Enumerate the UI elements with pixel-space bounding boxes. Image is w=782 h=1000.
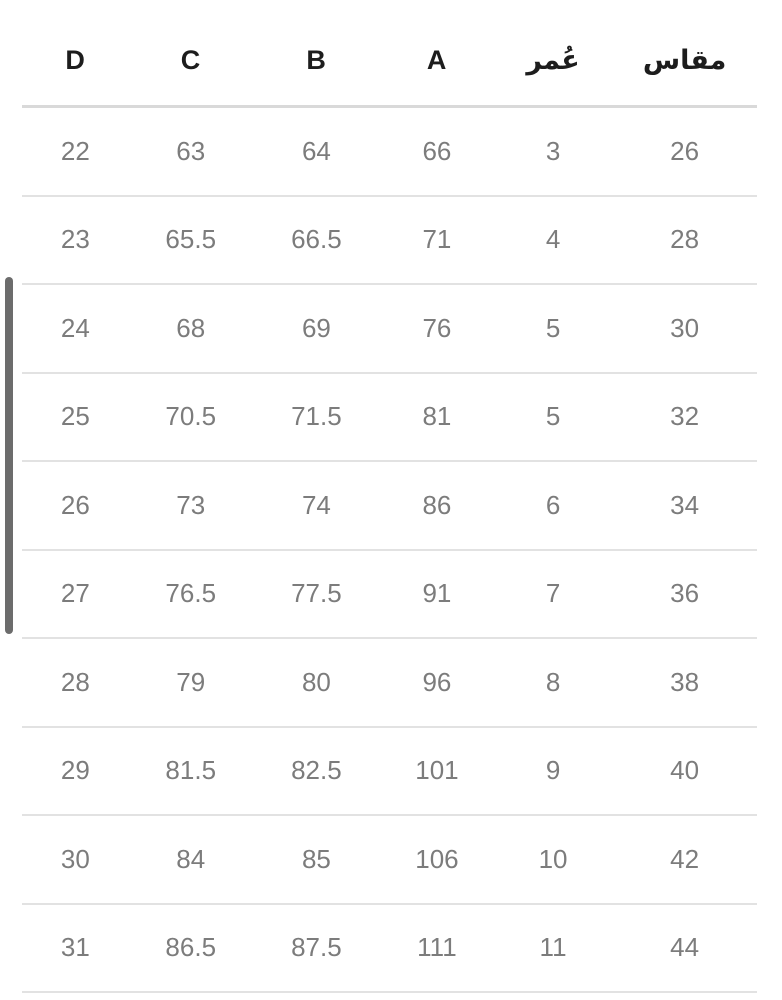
table-row: 28 4 71 66.5 65.5 23 <box>22 197 757 285</box>
cell-size: 38 <box>670 666 700 697</box>
column-header-b: B <box>306 45 327 75</box>
cell-b: 64 <box>301 135 331 166</box>
cell-b: 82.5 <box>291 755 342 786</box>
cell-b: 87.5 <box>291 932 342 963</box>
cell-b: 77.5 <box>291 578 342 609</box>
column-header-a: A <box>426 45 447 75</box>
cell-age: 10 <box>538 843 568 874</box>
cell-c: 68 <box>176 312 206 343</box>
cell-a: 76 <box>422 312 452 343</box>
column-header-age: عُمر <box>526 45 580 75</box>
cell-c: 70.5 <box>165 401 217 432</box>
table-row: 38 8 96 80 79 28 <box>22 639 757 728</box>
cell-c: 81.5 <box>165 755 217 786</box>
table-row: 44 11 111 87.5 86.5 31 <box>22 905 757 993</box>
table-row: 34 6 86 74 73 26 <box>22 462 757 551</box>
cell-a: 91 <box>422 578 452 609</box>
column-header-c: C <box>180 45 201 75</box>
cell-size: 36 <box>670 578 700 609</box>
table-header-row: مقاس عُمر A B C D <box>22 0 757 108</box>
cell-age: 5 <box>545 401 561 432</box>
cell-size: 42 <box>670 843 700 874</box>
cell-age: 8 <box>545 666 561 697</box>
table-row: 30 5 76 69 68 24 <box>22 285 757 374</box>
scrollbar-thumb[interactable] <box>5 277 13 634</box>
cell-c: 63 <box>176 135 206 166</box>
cell-c: 76.5 <box>165 578 217 609</box>
column-header-d: D <box>65 45 86 75</box>
table-row: 26 3 66 64 63 22 <box>22 108 757 197</box>
size-chart-table: مقاس عُمر A B C D 26 3 66 64 63 22 28 4 … <box>22 0 757 993</box>
cell-age: 5 <box>545 312 561 343</box>
cell-a: 96 <box>422 666 452 697</box>
cell-b: 85 <box>301 843 331 874</box>
table-row: 40 9 101 82.5 81.5 29 <box>22 728 757 816</box>
cell-c: 79 <box>176 666 206 697</box>
cell-size: 30 <box>670 312 700 343</box>
cell-b: 80 <box>301 666 331 697</box>
table-row: 36 7 91 77.5 76.5 27 <box>22 551 757 639</box>
cell-d: 29 <box>60 755 90 786</box>
cell-c: 84 <box>176 843 206 874</box>
cell-d: 25 <box>60 401 90 432</box>
cell-b: 66.5 <box>291 224 342 255</box>
cell-d: 27 <box>60 578 90 609</box>
cell-c: 65.5 <box>165 224 217 255</box>
cell-a: 111 <box>417 932 457 963</box>
cell-d: 24 <box>60 312 90 343</box>
cell-a: 101 <box>415 755 459 786</box>
cell-d: 26 <box>60 489 90 520</box>
cell-a: 106 <box>415 843 459 874</box>
cell-a: 86 <box>422 489 452 520</box>
cell-b: 69 <box>301 312 331 343</box>
cell-c: 73 <box>176 489 206 520</box>
cell-a: 71 <box>422 224 452 255</box>
cell-b: 74 <box>301 489 331 520</box>
cell-size: 32 <box>670 401 700 432</box>
column-header-size: مقاس <box>642 45 727 75</box>
table-body: 26 3 66 64 63 22 28 4 71 66.5 65.5 23 30… <box>22 108 757 993</box>
cell-a: 66 <box>422 135 452 166</box>
cell-d: 30 <box>60 843 90 874</box>
cell-age: 11 <box>539 932 567 963</box>
cell-size: 44 <box>670 932 700 963</box>
cell-size: 40 <box>670 755 700 786</box>
cell-b: 71.5 <box>291 401 342 432</box>
cell-size: 28 <box>670 224 700 255</box>
cell-c: 86.5 <box>165 932 217 963</box>
cell-age: 6 <box>545 489 561 520</box>
cell-d: 28 <box>60 666 90 697</box>
cell-age: 7 <box>545 578 561 609</box>
cell-age: 3 <box>545 135 561 166</box>
cell-a: 81 <box>422 401 452 432</box>
cell-age: 9 <box>545 755 561 786</box>
table-row: 32 5 81 71.5 70.5 25 <box>22 374 757 462</box>
cell-size: 26 <box>670 135 700 166</box>
cell-d: 23 <box>60 224 90 255</box>
cell-age: 4 <box>545 224 561 255</box>
cell-size: 34 <box>670 489 700 520</box>
table-row: 42 10 106 85 84 30 <box>22 816 757 905</box>
cell-d: 31 <box>60 932 90 963</box>
cell-d: 22 <box>60 135 90 166</box>
